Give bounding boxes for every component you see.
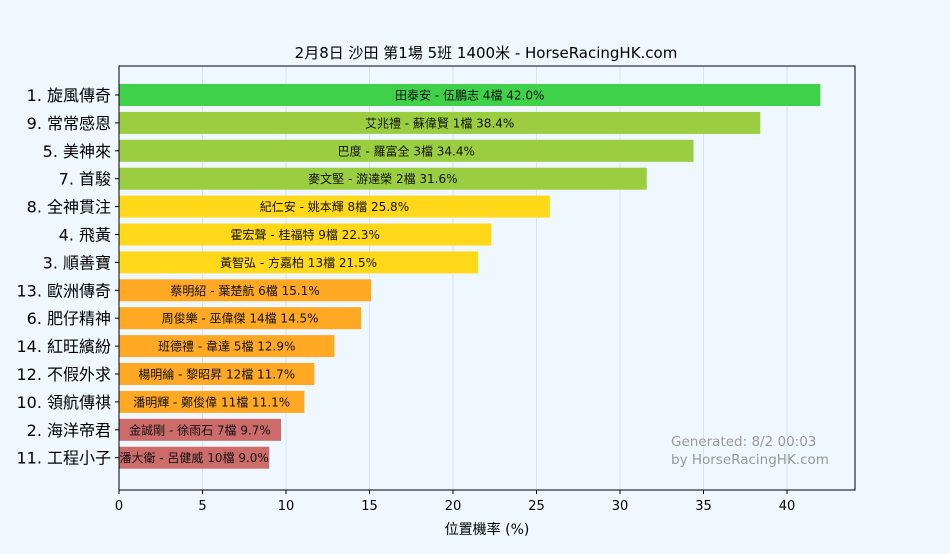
bar xyxy=(119,446,270,469)
bar-data-label: 蔡明紹 - 葉楚航 6檔 15.1% xyxy=(170,283,319,298)
y-tick-labels: 1. 旋風傳奇 9. 常常感恩 5. 美神來 7. 首駿 8. 全神貫注 4. 飛黃 3. … xyxy=(16,86,119,468)
y-tick-label: 14. 紅旺繽紛 xyxy=(16,337,111,356)
x-tick-label: 5 xyxy=(198,499,206,514)
bar-data-label: 麥文堅 - 游達榮 2檔 31.6% xyxy=(308,171,457,186)
y-tick-label: 2. 海洋帝君 xyxy=(27,421,111,440)
bar-data-label: 金誠剛 - 徐雨石 7檔 9.7% xyxy=(129,422,271,437)
x-axis-label: 位置機率 (%) xyxy=(445,521,530,538)
data-labels: 田泰安 - 伍鵬志 4檔 42.0% 艾兆禮 - 蘇偉賢 1檔 38.4% 巴度 -… xyxy=(119,88,544,466)
bar xyxy=(119,335,335,358)
source-annotation: by HorseRacingHK.com xyxy=(671,452,829,468)
y-tick-label: 13. 歐洲傳奇 xyxy=(16,281,111,300)
bar-data-label: 楊明綸 - 黎昭昇 12檔 11.7% xyxy=(138,367,295,382)
x-tick-label: 15 xyxy=(361,499,378,514)
bar xyxy=(119,139,694,162)
x-tick-label: 25 xyxy=(528,499,545,514)
bar xyxy=(119,363,315,385)
generated-annotation: Generated: 8/2 00:03 xyxy=(671,434,816,450)
y-tick-label: 9. 常常感恩 xyxy=(27,114,111,133)
y-tick-label: 3. 順善寶 xyxy=(43,253,111,272)
x-tick-labels: 0 5 10 15 20 25 30 35 40 xyxy=(115,490,795,514)
x-tick-label: 30 xyxy=(612,499,629,514)
bar xyxy=(119,84,821,106)
chart-title: 2月8日 沙田 第1場 5班 1400米 - HorseRacingHK.com xyxy=(295,44,678,62)
y-tick-label: 12. 不假外求 xyxy=(16,365,111,384)
y-tick-label: 5. 美神來 xyxy=(43,142,111,161)
bar xyxy=(119,167,647,190)
bar xyxy=(119,111,761,134)
bar xyxy=(119,223,492,246)
bar-data-label: 巴度 - 羅富全 3檔 34.4% xyxy=(338,143,475,158)
bar xyxy=(119,279,372,302)
bar xyxy=(119,195,550,218)
bar-data-label: 田泰安 - 伍鵬志 4檔 42.0% xyxy=(395,88,544,103)
y-tick-label: 4. 飛黃 xyxy=(59,226,111,245)
y-tick-label: 1. 旋風傳奇 xyxy=(27,86,111,105)
x-tick-label: 10 xyxy=(278,499,295,514)
y-tick-label: 8. 全神貫注 xyxy=(27,198,111,217)
bar-data-label: 黃智弘 - 方嘉柏 13檔 21.5% xyxy=(220,255,377,270)
bar-data-label: 潘明輝 - 鄭俊偉 11檔 11.1% xyxy=(133,394,290,409)
bars xyxy=(119,84,821,469)
bar-data-label: 班德禮 - 韋達 5檔 12.9% xyxy=(158,339,295,354)
plot-frame xyxy=(118,65,856,491)
bar-data-label: 周俊樂 - 巫偉傑 14檔 14.5% xyxy=(162,311,319,326)
bar-data-label: 潘大衛 - 呂健威 10檔 9.0% xyxy=(119,451,268,465)
bar xyxy=(119,307,362,330)
y-tick-label: 7. 首駿 xyxy=(59,170,111,189)
bar-data-label: 艾兆禮 - 蘇偉賢 1檔 38.4% xyxy=(365,116,514,130)
x-tick-label: 20 xyxy=(445,499,462,514)
bar-data-label: 霍宏聲 - 桂福特 9檔 22.3% xyxy=(231,227,380,242)
x-tick-label: 40 xyxy=(779,499,796,514)
bar xyxy=(119,418,281,441)
y-tick-label: 10. 領航傳祺 xyxy=(16,393,111,412)
y-tick-label: 11. 工程小子 xyxy=(16,449,111,468)
bar xyxy=(119,251,479,274)
x-tick-label: 0 xyxy=(115,499,123,514)
bar-data-label: 紀仁安 - 姚本輝 8檔 25.8% xyxy=(260,199,409,214)
x-tick-label: 35 xyxy=(695,499,712,514)
bar xyxy=(119,390,305,413)
y-tick-label: 6. 肥仔精神 xyxy=(27,309,111,328)
